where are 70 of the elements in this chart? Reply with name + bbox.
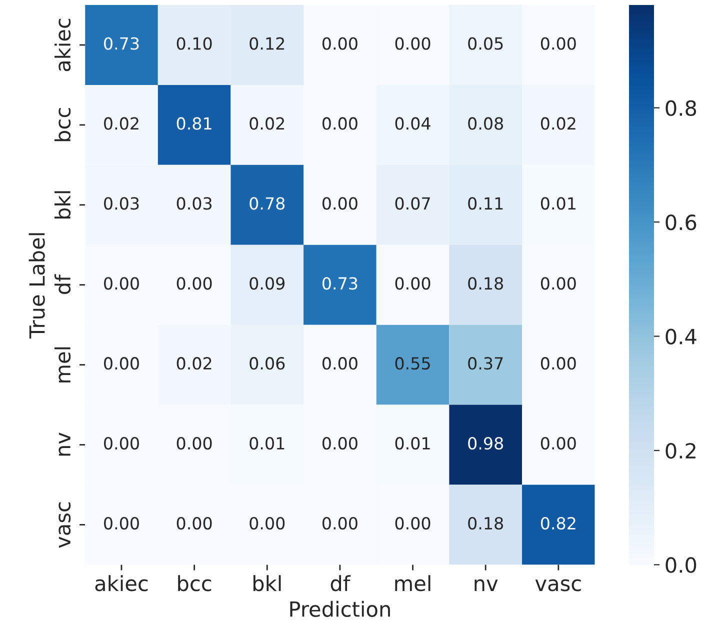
data-label: 0.02 (104, 117, 138, 130)
data-label: 0.82 (540, 516, 576, 530)
x-tick-label: mel (395, 575, 430, 592)
data-label: 0.73 (104, 37, 139, 50)
color-bar-label: 0.8 (666, 100, 696, 116)
x-axis-title: Prediction (290, 600, 390, 617)
data-label: 0.18 (468, 277, 504, 290)
x-tick-label: bkl (253, 575, 281, 592)
data-label: 0.00 (250, 516, 285, 530)
data-label: 0.02 (176, 357, 212, 370)
data-label: 0.04 (395, 117, 430, 130)
data-label: 0.81 (176, 117, 212, 130)
data-label: 0.00 (395, 277, 430, 290)
y-tick-label: df (54, 274, 71, 294)
y-tick-label: mel (54, 347, 71, 382)
data-label: 0.00 (540, 357, 576, 370)
data-label: 0.07 (395, 197, 430, 210)
y-axis-title: True Label (28, 233, 45, 338)
data-label: 0.00 (176, 437, 212, 450)
data-label: 0.00 (322, 357, 358, 370)
data-label: 0.00 (104, 516, 139, 530)
data-label: 0.09 (250, 277, 285, 290)
data-label: 0.55 (395, 357, 430, 370)
data-label: 0.18 (468, 516, 504, 530)
data-label: 0.00 (322, 117, 358, 130)
data-label: 0.00 (176, 277, 212, 290)
x-tick-label: bcc (178, 575, 212, 592)
color-bar-label: 0.0 (666, 557, 696, 573)
x-tick-label: vasc (535, 579, 581, 592)
data-label: 0.00 (322, 197, 358, 210)
data-label: 0.01 (250, 437, 284, 450)
data-label: 0.05 (468, 37, 503, 50)
data-label: 0.02 (250, 117, 284, 130)
y-tick-label: akiec (54, 18, 71, 72)
data-label: 0.00 (540, 277, 576, 290)
color-bar-label: 0.4 (666, 328, 696, 344)
data-label: 0.00 (104, 357, 139, 370)
data-label: 0.03 (176, 197, 212, 210)
data-label: 0.00 (104, 437, 139, 450)
data-label: 0.37 (468, 357, 503, 370)
data-label: 0.00 (540, 437, 576, 450)
x-tick-label: df (330, 575, 351, 592)
color-bar-label: 0.6 (666, 214, 696, 230)
data-label: 0.11 (468, 197, 503, 210)
data-label: 0.00 (176, 516, 212, 530)
data-label: 0.03 (104, 197, 139, 210)
data-label: 0.00 (395, 37, 430, 50)
data-label: 0.12 (250, 37, 284, 50)
y-tick-label: bkl (54, 191, 71, 219)
x-tick-label: nv (474, 579, 498, 591)
data-label: 0.01 (540, 197, 576, 210)
data-label: 0.00 (540, 37, 576, 50)
data-label: 0.78 (250, 197, 285, 210)
data-label: 0.00 (104, 277, 139, 290)
data-label: 0.73 (322, 277, 358, 290)
data-label: 0.00 (395, 516, 430, 530)
y-tick-label: nv (58, 432, 70, 456)
data-label: 0.00 (322, 516, 358, 530)
data-label: 0.08 (468, 117, 504, 130)
data-label: 0.02 (540, 117, 576, 130)
data-label: 0.10 (176, 37, 212, 50)
y-tick-label: bcc (54, 108, 71, 142)
x-tick-label: akiec (95, 575, 148, 592)
data-label: 0.00 (322, 37, 358, 50)
data-label: 0.06 (250, 357, 285, 370)
data-label: 0.98 (468, 437, 504, 450)
y-tick-label: vasc (58, 502, 71, 548)
data-label: 0.01 (395, 437, 430, 450)
color-bar-label: 0.2 (666, 442, 696, 459)
data-label: 0.00 (322, 437, 358, 450)
